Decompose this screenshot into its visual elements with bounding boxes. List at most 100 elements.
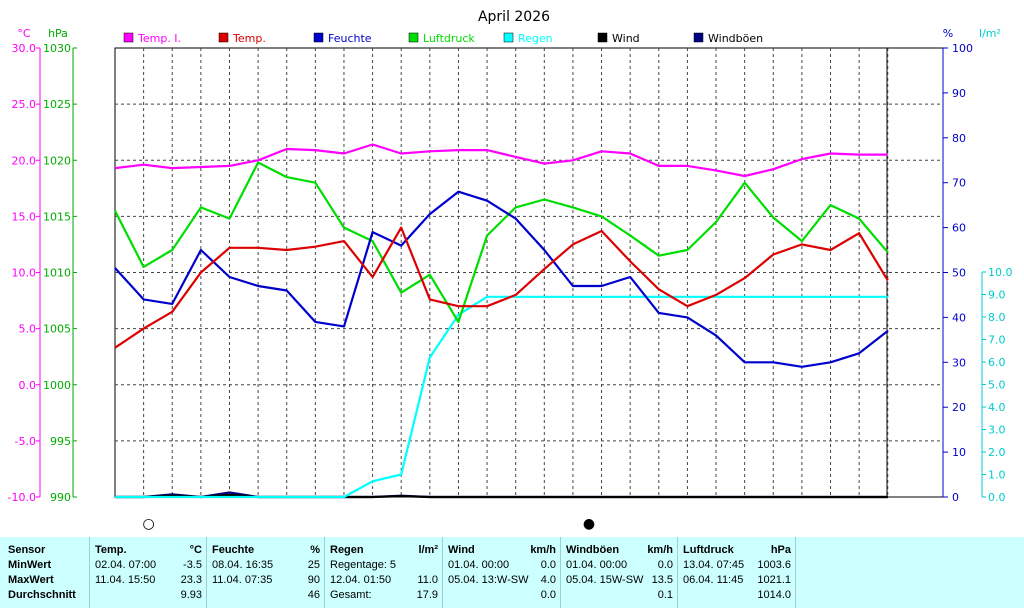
humidity-tick-label: 60 bbox=[952, 222, 966, 235]
rain-tick-label: 8.0 bbox=[988, 311, 1006, 324]
legend-swatch bbox=[313, 32, 324, 43]
pressure-tick-label: 1000 bbox=[43, 379, 71, 392]
legend-swatch bbox=[123, 32, 134, 43]
series-line-tempi bbox=[114, 143, 888, 178]
legend-swatch bbox=[218, 32, 229, 43]
pressure-tick-label: 1030 bbox=[43, 42, 71, 55]
pressure-tick-label: 1015 bbox=[43, 210, 71, 223]
temp-tick-label: 0.0 bbox=[19, 379, 37, 392]
legend-swatch bbox=[408, 32, 419, 43]
pressure-tick-label: 1020 bbox=[43, 154, 71, 167]
temp-max-time: 11.04. 15:50 bbox=[95, 574, 156, 586]
humidity-tick-label: 80 bbox=[952, 132, 966, 145]
pressure-tick-label: 1025 bbox=[43, 98, 71, 111]
legend-swatch bbox=[503, 32, 514, 43]
pressure-unit: hPa bbox=[770, 544, 791, 556]
wind-avg-value: 0.0 bbox=[540, 589, 556, 601]
axes: 30.025.020.015.010.05.00.0-5.0-10.010301… bbox=[8, 42, 1013, 504]
humidity-tick-label: 20 bbox=[952, 401, 966, 414]
gust-unit: km/h bbox=[647, 544, 673, 556]
rain-unit: l/m² bbox=[418, 544, 438, 556]
pressure-max-value: 1021.1 bbox=[757, 574, 791, 586]
legend-label: Windböen bbox=[708, 32, 763, 45]
rain-total-label: Gesamt: bbox=[330, 589, 372, 601]
humidity-tick-label: 10 bbox=[952, 446, 966, 459]
temp-unit: °C bbox=[189, 544, 202, 556]
humidity-avg-value: 46 bbox=[307, 589, 320, 601]
rain-tick-label: 2.0 bbox=[988, 446, 1006, 459]
sensor-header: Sensor bbox=[8, 544, 46, 556]
wind-unit: km/h bbox=[530, 544, 556, 556]
stats-col-wind: Wind km/h 01.04. 00:00 0.0 05.04. 13:W-SW 4… bbox=[442, 537, 561, 608]
humidity-header: Feuchte bbox=[212, 544, 255, 556]
pressure-max-time: 06.04. 11:45 bbox=[683, 574, 744, 586]
humidity-tick-label: 40 bbox=[952, 311, 966, 324]
legend-label: Luftdruck bbox=[423, 32, 475, 45]
rain-tick-label: 3.0 bbox=[988, 424, 1006, 437]
legend-label: Wind bbox=[612, 32, 640, 45]
moon-phases: ○ ● bbox=[143, 516, 596, 532]
series-line-luftdruck bbox=[114, 161, 889, 323]
grid bbox=[114, 47, 944, 498]
gust-min-value: 0.0 bbox=[657, 559, 673, 571]
temp-tick-label: -10.0 bbox=[8, 491, 36, 504]
gust-max-time: 05.04. 15W-SW bbox=[566, 574, 644, 586]
stats-col-humidity: Feuchte% 08.04. 16:35 25 11.04. 07:35 90 4… bbox=[206, 537, 325, 608]
temp-max-value: 23.3 bbox=[180, 574, 202, 586]
gust-avg-value: 0.1 bbox=[657, 589, 673, 601]
gust-max-value: 13.5 bbox=[651, 574, 673, 586]
gust-header: Windböen bbox=[566, 544, 620, 556]
rain-tick-label: 9.0 bbox=[988, 289, 1006, 302]
humidity-unit-label: % bbox=[943, 27, 953, 40]
humidity-tick-label: 30 bbox=[952, 356, 966, 369]
wind-min-value: 0.0 bbox=[540, 559, 556, 571]
pressure-avg-value: 1014.0 bbox=[757, 589, 791, 601]
wind-max-value: 4.0 bbox=[540, 574, 556, 586]
series-line-regen bbox=[115, 295, 888, 499]
pressure-tick-label: 1010 bbox=[43, 267, 71, 280]
temp-tick-label: -5.0 bbox=[15, 435, 36, 448]
humidity-min-value: 25 bbox=[307, 559, 320, 571]
rain-tick-label: 6.0 bbox=[988, 356, 1006, 369]
weather-chart: April 2026 °C hPa % l/m² Temp. I. Temp. Fe… bbox=[8, 9, 1013, 532]
wind-min-time: 01.04. 00:00 bbox=[448, 559, 510, 571]
temp-header: Temp. bbox=[95, 544, 127, 556]
stats-col-temp: Temp. °C 02.04. 07:00 -3.5 11.04. 15:50 23.… bbox=[89, 537, 207, 608]
sensor-max-label: MaxWert bbox=[8, 574, 54, 586]
humidity-max-time: 11.04. 07:35 bbox=[212, 574, 273, 586]
humidity-max-value: 90 bbox=[307, 574, 320, 586]
temp-tick-label: 30.0 bbox=[12, 42, 37, 55]
stats-col-sensor: Sensor MinWert MaxWert Durchschnitt bbox=[0, 537, 90, 608]
rain-tick-label: 7.0 bbox=[988, 334, 1006, 347]
temp-tick-label: 15.0 bbox=[12, 210, 37, 223]
rain-tick-label: 4.0 bbox=[988, 401, 1006, 414]
temp-min-time: 02.04. 07:00 bbox=[95, 559, 157, 571]
legend-swatch bbox=[693, 32, 704, 43]
humidity-tick-label: 70 bbox=[952, 177, 966, 190]
humidity-tick-label: 0 bbox=[952, 491, 959, 504]
stats-col-rain: Regen l/m² Regentage: 5 12.04. 01:50 11.0 … bbox=[324, 537, 443, 608]
rain-header: Regen bbox=[330, 544, 364, 556]
rain-tick-label: 1.0 bbox=[988, 469, 1006, 482]
temp-tick-label: 20.0 bbox=[12, 154, 37, 167]
pressure-tick-label: 990 bbox=[50, 491, 71, 504]
rain-total-value: 17.9 bbox=[416, 589, 438, 601]
temp-min-value: -3.5 bbox=[183, 559, 202, 571]
temp-tick-label: 10.0 bbox=[12, 267, 37, 280]
rain-tick-label: 0.0 bbox=[988, 491, 1006, 504]
humidity-unit: % bbox=[310, 544, 320, 556]
humidity-tick-label: 50 bbox=[952, 267, 966, 280]
rain-max-value: 11.0 bbox=[417, 574, 438, 586]
temp-avg-value: 9.93 bbox=[180, 589, 202, 601]
moon-phase-icon: ● bbox=[583, 516, 595, 532]
humidity-tick-label: 90 bbox=[952, 87, 966, 100]
legend-label: Regen bbox=[518, 32, 553, 45]
chart-title: April 2026 bbox=[478, 9, 550, 25]
rain-tick-label: 5.0 bbox=[988, 379, 1006, 392]
temp-tick-label: 5.0 bbox=[19, 323, 37, 336]
humidity-tick-label: 100 bbox=[952, 42, 973, 55]
rain-unit-label: l/m² bbox=[979, 27, 1001, 40]
sensor-avg-label: Durchschnitt bbox=[8, 589, 76, 601]
legend-label: Temp. bbox=[232, 32, 266, 45]
rain-tick-label: 10.0 bbox=[988, 266, 1013, 279]
